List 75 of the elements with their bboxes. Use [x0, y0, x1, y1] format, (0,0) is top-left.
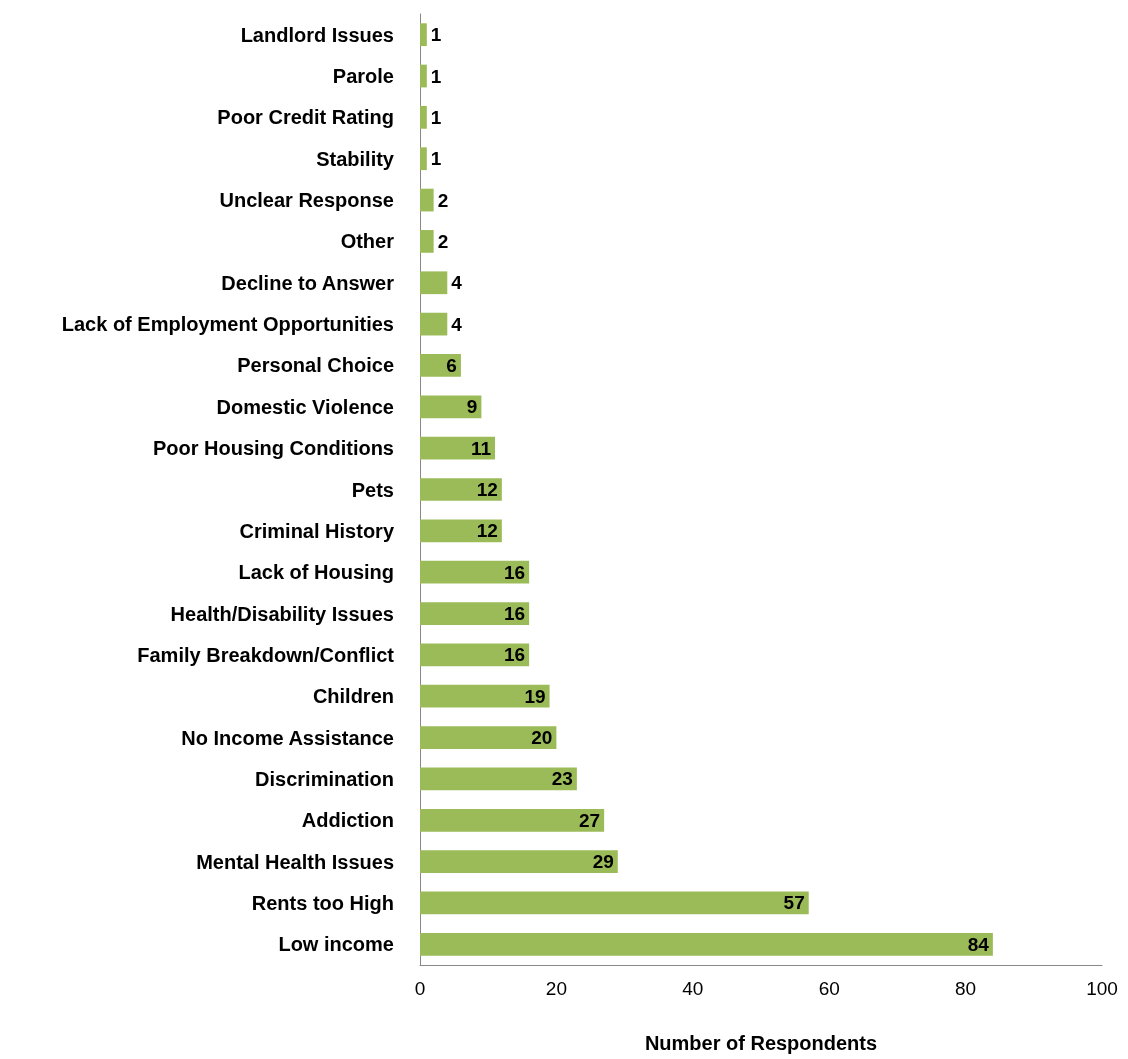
data-label: 1	[430, 148, 442, 170]
bar	[420, 726, 557, 749]
y-tick-label: Poor Housing Conditions	[152, 437, 394, 460]
y-tick-label: Decline to Answer	[221, 271, 395, 294]
y-tick-label: No Income Assistance	[181, 726, 394, 749]
bar	[420, 684, 550, 708]
data-label: 2	[437, 230, 449, 252]
x-tick-label: 100	[1086, 978, 1118, 999]
data-label: 6	[446, 354, 457, 376]
y-tick-label: Landlord Issues	[240, 23, 394, 46]
y-tick-label: Lack of Housing	[238, 561, 394, 584]
y-tick-label: Lack of Employment Opportunities	[61, 313, 394, 336]
bar	[420, 395, 482, 419]
y-tick-label: Unclear Response	[219, 189, 394, 212]
data-label: 4	[451, 272, 463, 294]
data-label: 4	[451, 313, 463, 335]
y-tick-label: Addiction	[301, 809, 394, 832]
bar	[420, 147, 427, 171]
data-label: 11	[470, 437, 492, 459]
y-tick-label: Children	[312, 685, 394, 708]
data-label: 1	[430, 65, 442, 87]
bar	[420, 932, 993, 956]
data-label: 27	[579, 809, 601, 831]
y-tick-label: Health/Disability Issues	[170, 602, 394, 625]
x-tick-label: 40	[682, 978, 704, 999]
x-tick-label: 80	[955, 978, 977, 999]
bar	[420, 478, 502, 501]
y-tick-label: Low income	[278, 933, 394, 956]
bar	[420, 312, 448, 336]
data-label: 29	[592, 851, 614, 873]
data-label: 16	[503, 561, 526, 583]
data-label: 19	[524, 685, 546, 707]
x-axis-title: Number of Respondents	[644, 1032, 878, 1054]
x-tick-label: 20	[545, 978, 567, 999]
data-label: 16	[503, 644, 526, 666]
data-label: 9	[466, 396, 478, 418]
y-tick-label: Poor Credit Rating	[217, 106, 394, 129]
bar	[420, 808, 605, 832]
y-tick-label: Personal Choice	[237, 354, 394, 377]
bar	[420, 354, 461, 377]
data-label: 16	[503, 603, 526, 625]
bar	[420, 106, 427, 129]
bar	[420, 519, 502, 543]
y-tick-label: Other	[340, 230, 395, 253]
bar	[420, 23, 427, 47]
bar	[420, 602, 530, 625]
y-tick-label: Mental Health Issues	[196, 850, 394, 873]
y-tick-label: Discrimination	[255, 767, 394, 790]
y-tick-label: Parole	[332, 65, 394, 88]
y-tick-label: Stability	[316, 147, 395, 170]
data-label: 20	[531, 727, 553, 749]
y-tick-label: Pets	[351, 478, 394, 501]
bar	[420, 891, 809, 915]
y-tick-label: Family Breakdown/Conflict	[137, 643, 395, 666]
bar	[420, 188, 434, 212]
bar	[420, 767, 577, 791]
bar	[420, 230, 434, 253]
bar	[420, 271, 448, 295]
y-tick-label: Domestic Violence	[216, 395, 394, 418]
bar	[420, 850, 618, 873]
data-label: 12	[476, 479, 498, 500]
bar	[420, 64, 427, 88]
bar	[420, 436, 496, 460]
data-label: 1	[430, 24, 442, 46]
data-label: 1	[430, 106, 442, 128]
data-label: 12	[476, 520, 498, 542]
x-tick-label: 60	[818, 978, 840, 999]
x-tick-label: 0	[414, 978, 426, 999]
data-label: 57	[783, 892, 805, 914]
data-label: 23	[551, 768, 573, 790]
bar	[420, 560, 530, 584]
y-tick-label: Criminal History	[239, 519, 395, 542]
data-label: 2	[437, 189, 449, 211]
y-tick-label: Rents too High	[251, 891, 394, 914]
data-label: 84	[967, 933, 990, 955]
